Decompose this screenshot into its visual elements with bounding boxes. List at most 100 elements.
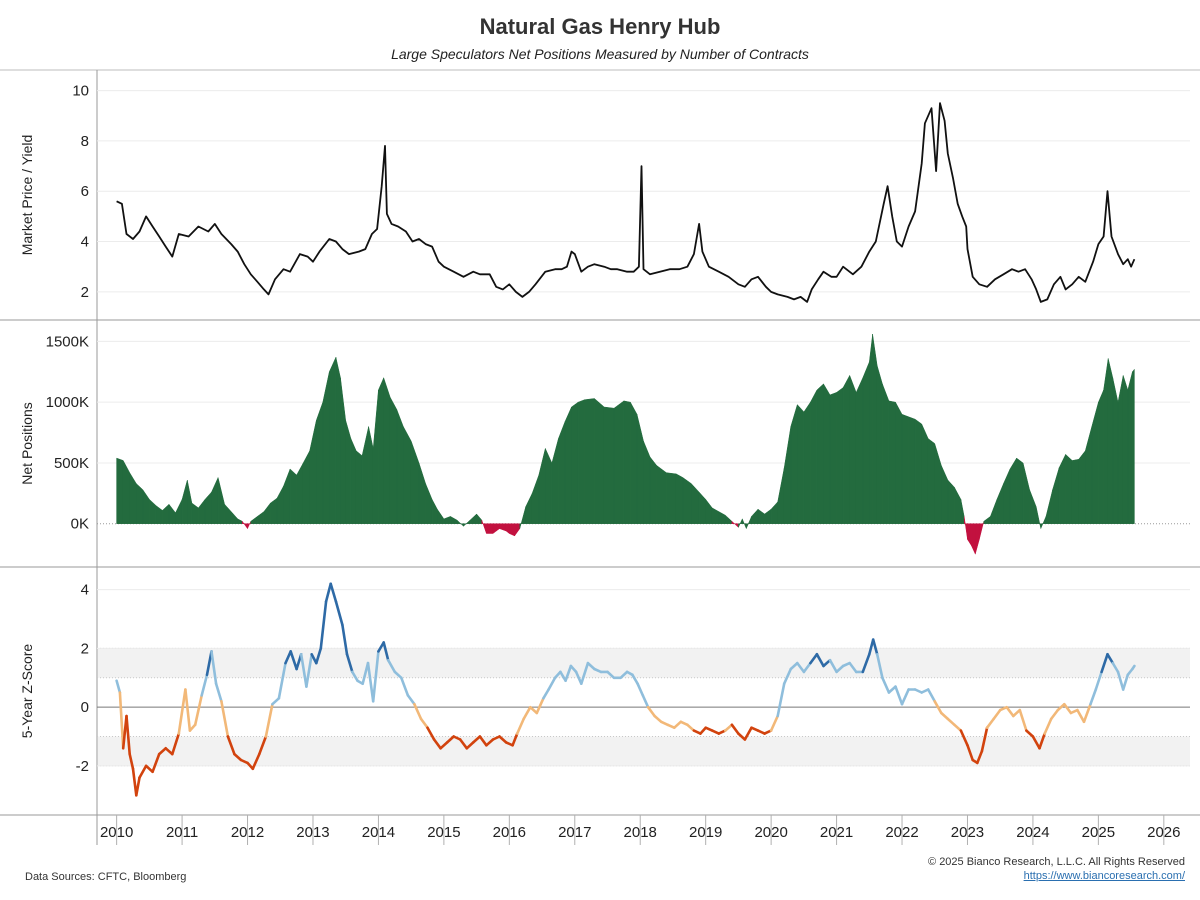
net-positive-area <box>711 507 720 524</box>
net-positive-area <box>836 387 844 524</box>
net-positive-area <box>476 513 483 524</box>
y-tick-label: 0K <box>71 516 89 533</box>
net-positive-area <box>155 504 163 524</box>
z-score-segment <box>131 767 138 797</box>
net-positive-area <box>790 404 798 524</box>
z-score-segment <box>875 652 884 680</box>
website-link[interactable]: https://www.biancoresearch.com/ <box>1023 870 1185 882</box>
net-positive-area <box>1040 516 1047 529</box>
z-score-segment <box>946 717 956 727</box>
z-score-segment <box>498 735 508 744</box>
z-score-segment <box>672 720 683 730</box>
net-positive-area <box>823 382 831 524</box>
footer-credits: © 2025 Bianco Research, L.L.C. All Right… <box>928 855 1185 883</box>
net-positive-area <box>289 468 297 524</box>
z-score-segment <box>426 726 436 741</box>
net-positive-area <box>149 498 157 524</box>
net-positive-area <box>224 503 232 524</box>
net-positive-area <box>643 441 651 524</box>
net-positive-area <box>283 468 291 524</box>
net-positive-area <box>656 464 667 524</box>
z-score-segment <box>686 723 696 732</box>
z-score-segment <box>737 732 747 741</box>
net-positive-area <box>869 334 873 524</box>
z-score-segment <box>432 738 442 750</box>
z-score-segment <box>1082 702 1092 724</box>
z-score-segment <box>528 705 539 715</box>
net-positive-area <box>803 401 811 524</box>
net-positive-area <box>584 398 595 524</box>
net-positive-area <box>872 334 878 524</box>
z-score-segment <box>319 600 328 650</box>
net-positive-area <box>742 518 747 529</box>
z-score-segment <box>1038 732 1046 750</box>
z-score-segment <box>953 723 963 732</box>
z-score-segment <box>1018 708 1028 732</box>
net-positive-area <box>437 508 445 524</box>
net-positive-area <box>1117 375 1124 524</box>
net-positive-area <box>162 503 170 524</box>
net-positive-area <box>564 406 572 524</box>
z-score-segment <box>193 694 203 727</box>
z-score-segment <box>871 638 879 656</box>
z-score-segment <box>478 735 488 747</box>
net-positive-area <box>649 456 657 524</box>
z-score-segment <box>144 764 154 774</box>
z-score-segment <box>586 661 596 671</box>
z-score-segment <box>1121 673 1130 691</box>
net-positive-area <box>538 448 546 524</box>
net-positive-area <box>531 475 540 524</box>
z-score-segment <box>341 623 349 656</box>
z-score-segment <box>382 641 390 662</box>
net-positive-area <box>829 392 837 524</box>
y-tick-label: -2 <box>76 758 89 775</box>
z-score-segment <box>413 702 423 721</box>
net-positive-area <box>757 508 765 524</box>
net-negative-area <box>242 520 248 530</box>
net-positive-area <box>764 508 772 524</box>
z-score-segment <box>361 661 370 686</box>
net-positive-area <box>882 383 890 524</box>
x-axis: 2010 2011 2012 2013 2014 2015 2016 2017 2018 2019… <box>100 815 1181 845</box>
net-positive-area <box>142 488 150 524</box>
net-positive-area <box>996 483 1004 524</box>
copyright: © 2025 Bianco Research, L.L.C. All Right… <box>928 856 1185 868</box>
z-score-segment <box>966 743 975 762</box>
x-tick-label: 2011 <box>166 824 198 841</box>
net-positive-area <box>276 485 284 524</box>
net-positive-area <box>895 402 903 524</box>
net-positive-area <box>383 377 391 524</box>
net-positive-area <box>1065 453 1073 524</box>
net-positive-area <box>329 357 337 524</box>
z-score-segment <box>151 752 161 774</box>
z-score-segment <box>1131 664 1136 671</box>
z-score-segment <box>226 735 236 756</box>
net-positive-area <box>751 508 759 524</box>
net-positive-area <box>862 361 870 524</box>
net-positive-area <box>296 462 304 524</box>
net-positive-area <box>1132 368 1135 524</box>
x-tick-label: 2023 <box>951 824 984 841</box>
net-positive-area <box>204 491 212 524</box>
z-score-segment <box>569 664 578 674</box>
z-score-segment <box>188 723 197 732</box>
z-score-segment <box>419 717 429 730</box>
x-tick-label: 2020 <box>754 824 787 841</box>
net-positive-area <box>335 357 341 524</box>
z-score-segment <box>1031 735 1041 750</box>
z-score-segment <box>881 676 891 694</box>
net-positive-area <box>691 482 700 524</box>
z-score-segment <box>164 746 174 756</box>
net-positive-area <box>577 399 585 524</box>
net-positive-area <box>302 450 310 524</box>
z-score-segment <box>975 749 984 765</box>
net-positive-area <box>1029 489 1037 524</box>
net-positive-area <box>901 413 909 524</box>
net-negative-area <box>247 521 252 529</box>
net-positive-area <box>1052 467 1060 524</box>
net-positive-area <box>136 483 144 524</box>
net-positive-area <box>927 438 935 524</box>
net-positive-area <box>842 375 850 524</box>
z-score-segment <box>200 673 209 697</box>
z-score-segment <box>458 738 469 750</box>
